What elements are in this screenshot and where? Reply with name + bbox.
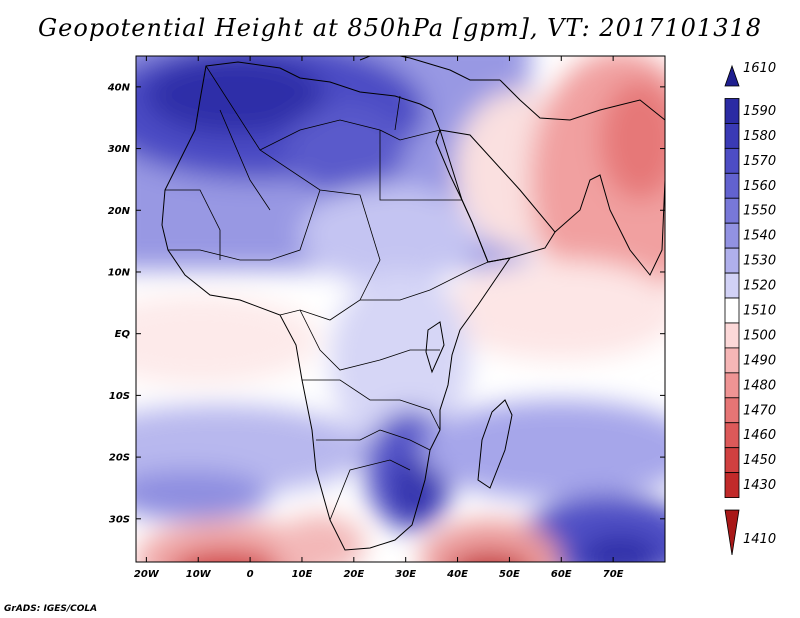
colorbar-label: 1500: [743, 328, 776, 343]
asia-coastline: [499, 79, 665, 276]
lon-tick-label: 60E: [551, 569, 572, 580]
colorbar-label: 1590: [743, 104, 776, 119]
colorbar-label: 1460: [743, 428, 776, 443]
colorbar-label: 1530: [743, 254, 776, 269]
colorbar-label: 1540: [743, 229, 776, 244]
plot-frame: [135, 55, 666, 563]
plot-area: [135, 55, 666, 563]
lon-tick-label: 30E: [395, 569, 416, 580]
lon-tick-label: 20W: [134, 569, 160, 580]
colorbar-swatch: [724, 172, 740, 199]
colorbar-swatch: [724, 422, 740, 449]
lat-tick-label: 20N: [108, 206, 131, 217]
latitude-axis: 40N 30N 20N 10N EQ 10S 20S 30S: [107, 82, 665, 525]
colorbar-swatch: [724, 272, 740, 299]
europe-coastline: [359, 56, 500, 81]
colorbar-swatch: [724, 297, 740, 324]
colorbar-label: 1520: [743, 279, 776, 294]
colorbar-swatch: [724, 197, 740, 224]
map-title: Geopotential Height at 850hPa [gpm], VT:…: [38, 14, 762, 42]
lon-tick-label: 70E: [603, 569, 624, 580]
madagascar-coastline: [477, 399, 513, 489]
lon-tick-label: 10W: [186, 569, 212, 580]
colorbar-label: 1550: [743, 204, 776, 219]
colorbar-swatch: [724, 347, 740, 374]
grads-credit: GrADS: IGES/COLA: [4, 604, 98, 614]
lat-tick-label: 10N: [108, 267, 131, 278]
lon-tick-label: 40E: [446, 569, 468, 580]
lake-victoria: [425, 321, 445, 374]
lon-tick-label: 10E: [292, 569, 313, 580]
lon-tick-label: 20E: [343, 569, 364, 580]
colorbar-label: 1580: [743, 129, 776, 144]
colorbar-label: 1430: [743, 478, 776, 493]
colorbar-label: 1560: [743, 179, 776, 194]
colorbar-label: 1410: [743, 532, 776, 547]
colorbar-swatch: [724, 98, 740, 124]
colorbar-label: 1480: [743, 378, 776, 393]
colorbar-swatch: [724, 472, 740, 498]
lon-tick-label: 50E: [499, 569, 520, 580]
longitude-axis: 20W 10W 0 10E 20E 30E 40E 50E 60E 70E: [134, 56, 624, 580]
lat-tick-label: 30N: [108, 144, 131, 155]
colorbar-swatch: [724, 222, 740, 249]
colorbar-label: 1510: [743, 304, 776, 319]
colorbar-swatch: [724, 322, 740, 349]
colorbar-swatch: [724, 147, 740, 174]
colorbar-bottom-arrow: [724, 509, 740, 556]
arabia-coastline: [439, 129, 556, 263]
lat-tick-label: 20S: [109, 453, 130, 464]
colorbar: 1610 1590 1580 1570 1560 1550 1540 1530 1520 1510…: [724, 61, 776, 556]
colorbar-label: 1490: [743, 353, 776, 368]
colorbar-label: 1470: [743, 403, 776, 418]
lat-tick-label: EQ: [115, 329, 131, 340]
colorbar-swatch: [724, 123, 740, 149]
colorbar-swatch: [724, 397, 740, 424]
colorbar-label: 1570: [743, 154, 776, 169]
lat-tick-label: 10S: [109, 391, 130, 402]
lat-tick-label: 30S: [109, 514, 130, 525]
colorbar-label: 1450: [743, 453, 776, 468]
lon-tick-label: 0: [247, 569, 254, 580]
colorbar-swatch: [724, 247, 740, 274]
colorbar-swatch: [724, 447, 740, 474]
colorbar-label: 1610: [743, 61, 776, 76]
colorbar-swatch: [724, 372, 740, 399]
colorbar-top-arrow: [724, 64, 740, 87]
lat-tick-label: 40N: [107, 82, 131, 93]
height-field: [136, 56, 665, 562]
country-borders: [165, 65, 489, 521]
